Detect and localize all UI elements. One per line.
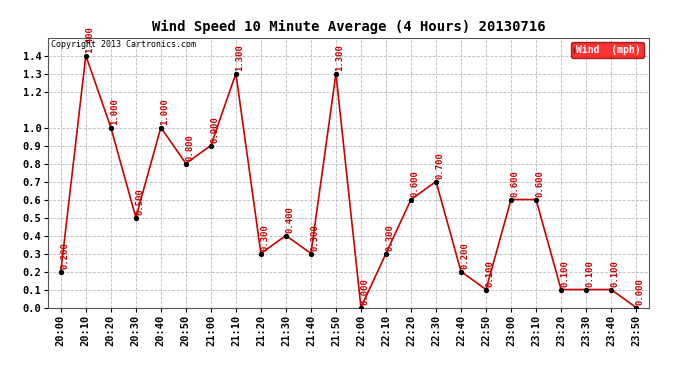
Text: 0.100: 0.100 [611, 260, 620, 287]
Text: 0.500: 0.500 [135, 188, 144, 215]
Point [331, 70, 342, 76]
Text: 0.200: 0.200 [461, 242, 470, 269]
Point [631, 304, 642, 310]
Point [580, 286, 591, 292]
Text: 0.200: 0.200 [61, 242, 70, 269]
Text: 1.000: 1.000 [110, 98, 119, 125]
Text: Copyright 2013 Cartronics.com: Copyright 2013 Cartronics.com [51, 40, 196, 49]
Point [555, 286, 566, 292]
Text: 0.000: 0.000 [635, 278, 644, 305]
Point [355, 304, 366, 310]
Point [606, 286, 617, 292]
Point [431, 178, 442, 184]
Text: 0.300: 0.300 [386, 224, 395, 251]
Point [180, 160, 191, 166]
Point [406, 196, 417, 202]
Point [455, 268, 466, 274]
Legend: Wind  (mph): Wind (mph) [571, 42, 644, 58]
Point [280, 232, 291, 238]
Text: 0.900: 0.900 [210, 116, 219, 143]
Text: 0.100: 0.100 [586, 260, 595, 287]
Text: 0.100: 0.100 [561, 260, 570, 287]
Text: 1.000: 1.000 [161, 98, 170, 125]
Text: 1.300: 1.300 [235, 44, 244, 71]
Text: 0.000: 0.000 [361, 278, 370, 305]
Point [306, 251, 317, 257]
Point [230, 70, 241, 76]
Title: Wind Speed 10 Minute Average (4 Hours) 20130716: Wind Speed 10 Minute Average (4 Hours) 2… [152, 20, 545, 33]
Point [255, 251, 266, 257]
Text: 1.400: 1.400 [86, 26, 95, 53]
Point [155, 124, 166, 130]
Point [531, 196, 542, 202]
Point [80, 53, 91, 58]
Point [506, 196, 517, 202]
Text: 0.100: 0.100 [486, 260, 495, 287]
Text: 0.300: 0.300 [310, 224, 319, 251]
Text: 1.300: 1.300 [335, 44, 344, 71]
Point [55, 268, 66, 274]
Text: 0.600: 0.600 [535, 170, 544, 197]
Point [380, 251, 391, 257]
Point [130, 214, 141, 220]
Text: 0.400: 0.400 [286, 206, 295, 233]
Point [480, 286, 491, 292]
Text: 0.700: 0.700 [435, 152, 444, 179]
Text: 0.600: 0.600 [511, 170, 520, 197]
Text: 0.800: 0.800 [186, 134, 195, 161]
Point [206, 142, 217, 148]
Text: 0.300: 0.300 [261, 224, 270, 251]
Point [106, 124, 117, 130]
Text: 0.600: 0.600 [411, 170, 420, 197]
